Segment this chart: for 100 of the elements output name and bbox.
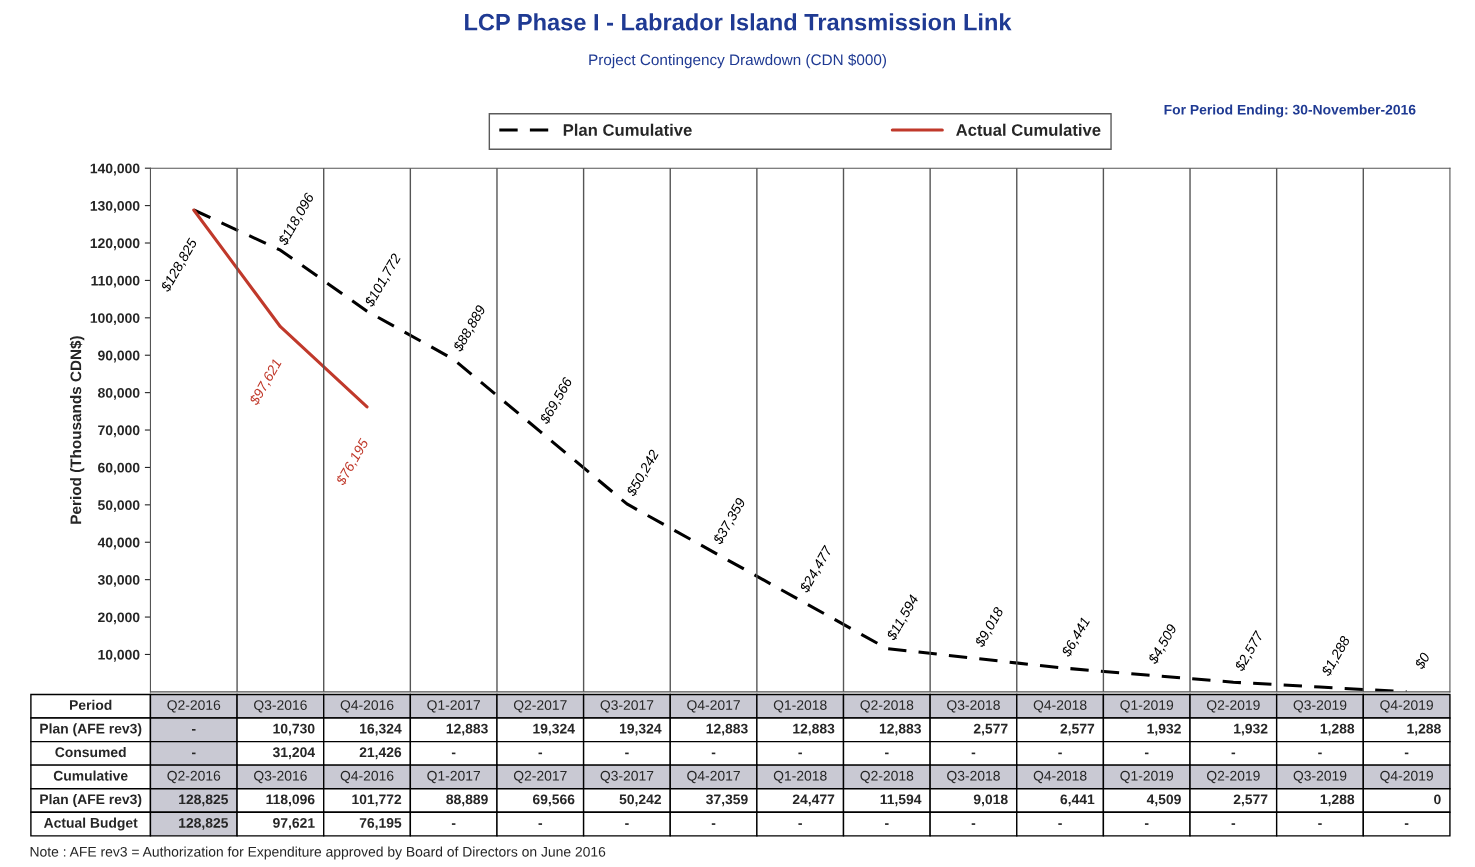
- text: Plan (AFE rev3): [40, 723, 142, 737]
- text: -: [1144, 823, 1149, 825]
- text: 10,730: [273, 723, 315, 736]
- category-label: Q1-2017: [427, 770, 480, 784]
- text: 128,825: [179, 817, 229, 830]
- x-tick-label: Q1-2019: [1120, 700, 1174, 713]
- y-tick-label: 50,000: [97, 500, 140, 513]
- text: -: [192, 752, 196, 755]
- text: 6,441: [1060, 794, 1095, 807]
- text: -: [798, 752, 802, 755]
- y-tick-label: 30,000: [97, 574, 140, 587]
- category-label: Q2-2017: [513, 770, 567, 784]
- text: 31,204: [272, 747, 315, 760]
- text: 101,772: [352, 794, 402, 807]
- y-tick-label: 70,000: [98, 425, 140, 438]
- text: -: [538, 823, 543, 825]
- text: 118,096: [266, 794, 315, 807]
- data-label: $0: [1413, 651, 1432, 671]
- chart-title: LCP Phase I - Labrador Island Transmission Link: [465, 13, 1012, 31]
- text: -: [1144, 752, 1149, 755]
- x-tick-label: Q3-2018: [947, 700, 1000, 713]
- x-tick-label: Q2-2019: [1206, 700, 1260, 713]
- text: 16,324: [360, 723, 402, 736]
- category-label: Q1-2019: [1120, 770, 1174, 784]
- x-tick-label: Q4-2019: [1380, 700, 1433, 713]
- category-label: Q3-2017: [600, 770, 654, 784]
- x-tick-label: Q3-2017: [600, 700, 654, 713]
- text: 50,242: [619, 794, 662, 807]
- chart-subtitle: Project Contingency Drawdown (CDN $000): [589, 53, 887, 69]
- y-tick-label: 110,000: [91, 275, 140, 288]
- text: 19,324: [619, 723, 662, 736]
- text: -: [971, 752, 976, 755]
- text: 1,288: [1320, 794, 1355, 807]
- text: -: [711, 752, 716, 755]
- text: 97,621: [273, 817, 315, 830]
- text: -: [1404, 823, 1409, 825]
- x-tick-label: Q2-2018: [860, 700, 914, 713]
- category-label: Q1-2018: [773, 770, 827, 784]
- text: 76,195: [359, 817, 402, 830]
- text: -: [538, 752, 543, 755]
- text: 19,324: [533, 723, 575, 736]
- category-label: Q4-2017: [687, 770, 740, 784]
- x-tick-label: Q3-2016: [254, 700, 307, 713]
- category-label: Q4-2016: [340, 770, 394, 784]
- y-tick-label: 40,000: [97, 537, 140, 550]
- x-tick-label: Q4-2018: [1033, 700, 1087, 713]
- text: 37,359: [706, 794, 748, 807]
- text: Actual Budget: [43, 817, 138, 831]
- text: -: [798, 823, 802, 825]
- category-label: Q3-2018: [947, 770, 1000, 784]
- text: Cumulative: [53, 770, 128, 781]
- text: 24,477: [792, 794, 835, 807]
- text: 12,883: [793, 723, 835, 736]
- text: Note : AFE rev3 = Authorization for Expenditure approved by Board of Directors on June 2016: [30, 846, 606, 860]
- y-tick-label: 100,000: [90, 313, 140, 325]
- legend-label: Plan Cumulative: [563, 123, 692, 136]
- text: 1,932: [1234, 723, 1268, 736]
- text: 11,594: [880, 794, 922, 807]
- text: 4,509: [1146, 794, 1181, 807]
- category-label: Q4-2019: [1380, 770, 1433, 784]
- category-label: Q3-2019: [1293, 770, 1347, 784]
- text: 1,288: [1320, 723, 1355, 736]
- x-tick-label: Q2-2016: [167, 700, 221, 713]
- y-tick-label: 130,000: [90, 200, 140, 213]
- category-label: Q2-2018: [860, 770, 914, 784]
- y-tick-label: 140,000: [90, 163, 140, 176]
- text: 21,426: [359, 747, 402, 760]
- x-tick-label: Q4-2017: [687, 700, 740, 713]
- text: 1,932: [1147, 723, 1181, 736]
- y-tick-label: 80,000: [98, 387, 140, 400]
- text: -: [885, 752, 889, 755]
- text: Consumed: [55, 746, 126, 758]
- text: -: [1058, 752, 1062, 755]
- text: For Period Ending: 30-November-2016: [1164, 104, 1416, 118]
- text: 128,825: [179, 794, 229, 807]
- text: -: [1058, 823, 1062, 825]
- text: 12,883: [706, 723, 748, 736]
- text: -: [451, 823, 456, 825]
- x-tick-label: Q4-2016: [340, 700, 394, 713]
- text: 2,577: [1233, 794, 1268, 807]
- text: -: [971, 823, 976, 825]
- text: 12,883: [446, 723, 488, 736]
- text: 1,288: [1407, 723, 1441, 736]
- text: 0: [1434, 794, 1441, 805]
- text: 2,577: [973, 723, 1008, 736]
- text: -: [1318, 752, 1322, 755]
- y-axis-title: Period (Thousands CDN$): [69, 336, 85, 524]
- category-label: Q3-2016: [254, 770, 307, 784]
- y-tick-label: 10,000: [98, 649, 140, 662]
- text: 69,566: [532, 794, 575, 807]
- text: -: [451, 752, 456, 755]
- text: -: [1404, 752, 1409, 755]
- text: 88,889: [446, 794, 488, 807]
- y-tick-label: 20,000: [98, 612, 140, 625]
- x-tick-label: Q2-2017: [513, 700, 567, 713]
- legend-label: Actual Cumulative: [956, 123, 1101, 136]
- text: -: [885, 823, 889, 825]
- category-label: Q2-2019: [1206, 770, 1260, 784]
- text: -: [711, 823, 716, 825]
- text: Period: [69, 699, 112, 710]
